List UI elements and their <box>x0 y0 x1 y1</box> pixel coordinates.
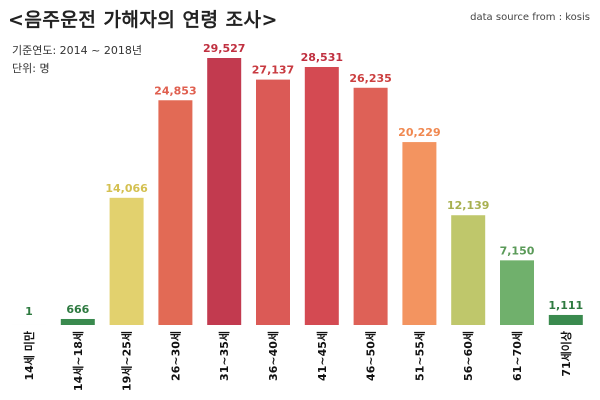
x-axis-tick-label-5: 31~35세 <box>217 331 231 381</box>
bar-8 <box>353 87 388 325</box>
unit-note: 단위: 명 <box>12 62 50 75</box>
bar-12 <box>548 314 583 325</box>
x-axis-tick-label-12: 71세이상 <box>559 331 573 377</box>
bar-value-label-3: 14,066 <box>105 182 148 195</box>
data-source-note: data source from : kosis <box>470 12 590 23</box>
bar-10 <box>451 215 486 325</box>
bar-value-label-7: 28,531 <box>301 51 343 64</box>
bar-4 <box>158 100 193 325</box>
x-axis-tick-label-8: 46~50세 <box>364 331 378 381</box>
x-axis-tick-label-3: 19세~25세 <box>120 331 134 391</box>
bar-value-label-5: 29,527 <box>203 42 245 55</box>
bar-6 <box>256 79 290 325</box>
x-axis-tick-label-9: 51~55세 <box>412 331 426 381</box>
bar-value-label-11: 7,150 <box>500 244 535 257</box>
bar-3 <box>109 197 144 325</box>
bar-value-label-2: 666 <box>66 303 89 316</box>
x-axis-tick-label-11: 61~70세 <box>510 331 524 381</box>
bar-7 <box>304 67 339 325</box>
bar-value-label-10: 12,139 <box>447 199 489 212</box>
chart-title: <음주운전 가해자의 연령 조사> <box>8 9 278 31</box>
x-axis-tick-label-7: 41~45세 <box>315 331 329 381</box>
x-axis-tick-label-2: 14세~18세 <box>71 331 85 391</box>
bar-5 <box>207 58 242 325</box>
bar-value-label-12: 1,111 <box>548 299 583 312</box>
bar-2 <box>60 318 95 325</box>
bar-value-label-9: 20,229 <box>398 126 440 139</box>
x-axis-tick-label-6: 36~40세 <box>266 331 280 381</box>
bar-9 <box>402 142 437 325</box>
x-axis-tick-label-4: 26~30세 <box>168 331 182 381</box>
x-axis-tick-label-10: 56~60세 <box>461 331 475 381</box>
bar-value-label-4: 24,853 <box>154 84 196 97</box>
x-axis-tick-label-1: 14세 미만 <box>22 331 36 381</box>
bar-value-label-8: 26,235 <box>349 72 391 85</box>
bar-value-label-6: 27,137 <box>252 64 294 77</box>
bar-value-label-1: 1 <box>25 305 33 318</box>
bar-11 <box>500 260 534 325</box>
base-year-note: 기준연도: 2014 ~ 2018년 <box>12 44 143 57</box>
